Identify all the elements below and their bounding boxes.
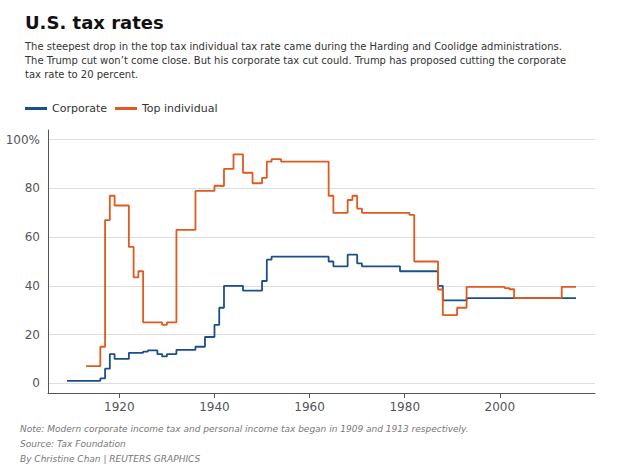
svg-text:Corporate: Corporate	[52, 102, 107, 115]
svg-text:40: 40	[25, 279, 40, 293]
svg-text:2000: 2000	[485, 400, 516, 414]
svg-text:By Christine Chan | REUTERS GR: By Christine Chan | REUTERS GRAPHICS	[20, 454, 201, 464]
svg-text:1920: 1920	[104, 400, 135, 414]
svg-text:Note: Modern corporate income: Note: Modern corporate income tax and pe…	[20, 424, 469, 434]
svg-text:Source: Tax Foundation: Source: Tax Foundation	[20, 439, 126, 449]
svg-text:20: 20	[25, 328, 40, 342]
svg-text:100%: 100%	[6, 133, 40, 147]
svg-text:Top individual: Top individual	[141, 102, 217, 115]
svg-text:The steepest drop in the top t: The steepest drop in the top tax individ…	[24, 41, 562, 52]
svg-text:U.S. tax rates: U.S. tax rates	[25, 12, 164, 33]
svg-text:tax rate to 20 percent.: tax rate to 20 percent.	[25, 69, 138, 80]
svg-text:1940: 1940	[199, 400, 230, 414]
svg-text:1960: 1960	[294, 400, 325, 414]
svg-text:0: 0	[32, 376, 40, 390]
svg-text:1980: 1980	[389, 400, 420, 414]
svg-text:80: 80	[25, 181, 40, 195]
svg-text:The Trump cut won’t come close: The Trump cut won’t come close. But his …	[24, 55, 566, 66]
svg-text:60: 60	[25, 230, 40, 244]
